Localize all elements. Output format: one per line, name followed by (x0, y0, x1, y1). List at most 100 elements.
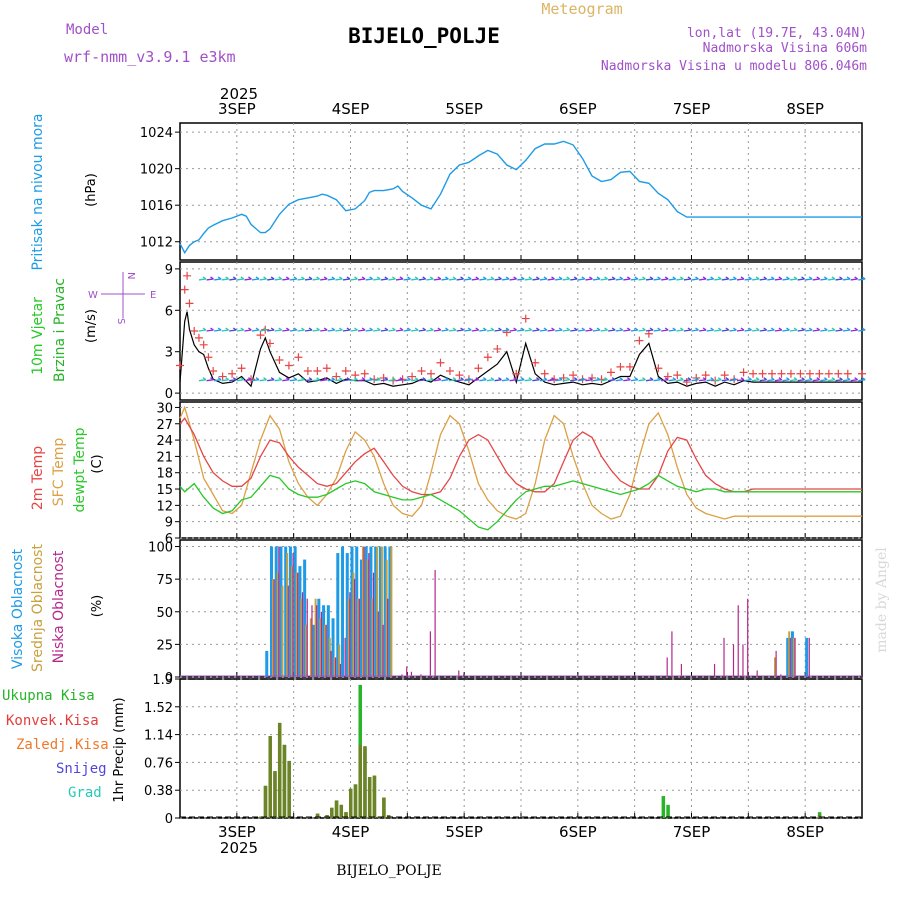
cloud-bar-mid (357, 598, 360, 677)
wind-arrow (411, 377, 419, 382)
wind-gust-mark (237, 364, 246, 373)
cloud-bar-high (322, 605, 326, 677)
precip-bar-convective (334, 800, 339, 818)
wind-arrow (676, 327, 684, 332)
wind-arrow (812, 276, 821, 281)
wind-arrow (214, 327, 222, 332)
y-tick-label: 1016 (140, 199, 173, 214)
cloud-bar-mid (792, 637, 795, 677)
wind-ylabel-2: Brzina i Pravac (52, 278, 68, 382)
wind-arrow (501, 327, 510, 332)
wind-gust-mark (701, 371, 710, 380)
wind-arrow (214, 276, 222, 281)
wind-arrow (623, 327, 631, 332)
wind-arrow (797, 327, 805, 332)
wind-arrow (736, 327, 745, 332)
wind-gust-mark (739, 368, 748, 377)
cloud-bar-low (429, 631, 431, 677)
wind-gust-mark (183, 271, 192, 280)
wind-arrow (304, 377, 313, 382)
cloud-unit: (%) (90, 595, 105, 618)
cloud-bar-low (278, 546, 280, 677)
cloud-bar-low (354, 579, 356, 677)
wind-arrow (456, 327, 464, 332)
wind-arrow (623, 276, 631, 281)
pressure-line (179, 140, 862, 255)
wind-gust-mark (275, 355, 284, 364)
cloud-bar-high (284, 546, 288, 677)
wind-arrow (691, 276, 699, 281)
cloud-bar-low (723, 637, 725, 677)
wind-arrow (661, 377, 669, 382)
day-label-bottom: 5SEP (445, 823, 483, 841)
wind-gust-mark (540, 369, 549, 378)
wind-arrow (267, 276, 275, 281)
precip-bar-convective (287, 760, 291, 818)
wind-arrow (547, 377, 555, 382)
wind-arrow (486, 327, 495, 332)
wind-arrow (464, 276, 472, 281)
wind-gust-mark (180, 285, 189, 294)
cloud-bar-high (388, 546, 392, 677)
wind-arrow (759, 377, 768, 382)
cloud-bar-mid (281, 585, 284, 677)
panel-frame (179, 122, 863, 261)
wind-arrow (744, 377, 752, 382)
cloud-bar-mid (290, 566, 293, 677)
wind-arrow (562, 377, 571, 382)
cloud-bar-low (301, 592, 304, 677)
wind-arrow (600, 327, 608, 332)
wind-arrow (433, 377, 442, 382)
precip-bar-convective (382, 797, 386, 818)
wind-gust-mark (218, 372, 227, 381)
wind-arrow (698, 327, 707, 332)
cloud-ylabel-high: Visoka Oblacnost (10, 548, 26, 669)
wind-arrow (304, 276, 313, 281)
cloud-bar-high (317, 598, 321, 677)
cloud-bar-low (732, 644, 735, 677)
precip-bar-convective (277, 722, 282, 818)
cloud-bar-high (345, 553, 349, 677)
cloud-bar-high (274, 546, 278, 677)
wind-arrow (464, 377, 472, 382)
wind-arrow (638, 276, 646, 281)
wind-panel: 10m Vjetar Brzina i Pravac (m/s) W E N S… (30, 261, 866, 402)
y-tick-label: 6 (165, 304, 173, 319)
wind-arrow (638, 327, 646, 332)
cloud-bar-low (666, 657, 668, 677)
wind-arrow (683, 276, 692, 281)
y-tick-label: 0 (165, 812, 173, 827)
cloud-bar-high (374, 546, 378, 677)
cloud-bar-mid (380, 546, 383, 677)
wind-arrow (509, 377, 517, 382)
wind-arrow (744, 327, 752, 332)
wind-arrow (236, 276, 245, 281)
wind-arrow (418, 276, 427, 281)
wind-gust-mark (209, 367, 218, 376)
cloud-bar-mid (376, 546, 379, 677)
wind-arrow (759, 327, 768, 332)
wind-gust-mark (502, 328, 511, 337)
wind-arrow (509, 276, 517, 281)
cloud-bar-high (326, 605, 330, 677)
precip-bar-convective (259, 816, 263, 818)
pressure-ylabel: Pritisak na nivou mora (30, 113, 46, 270)
wind-arrow (782, 327, 790, 332)
wind-arrow (812, 327, 821, 332)
wind-gust-mark (824, 369, 833, 378)
pressure-panel: Pritisak na nivou mora (hPa) 1012 1016 102… (30, 113, 863, 271)
y-tick-label: 1.9 (152, 673, 173, 688)
wind-arrow (577, 327, 586, 332)
wind-arrow (388, 377, 396, 382)
day-label-top: 5SEP (445, 100, 483, 118)
precip-bar-convective (372, 775, 377, 818)
wind-arrow (327, 327, 336, 332)
day-label-bottom: 8SEP (786, 823, 824, 841)
wind-arrow (251, 276, 260, 281)
wind-arrow (350, 276, 358, 281)
wind-gust-mark (313, 367, 322, 376)
wind-arrow (630, 327, 639, 332)
wind-arrow (835, 377, 843, 382)
cloud-bar-low (320, 611, 323, 677)
